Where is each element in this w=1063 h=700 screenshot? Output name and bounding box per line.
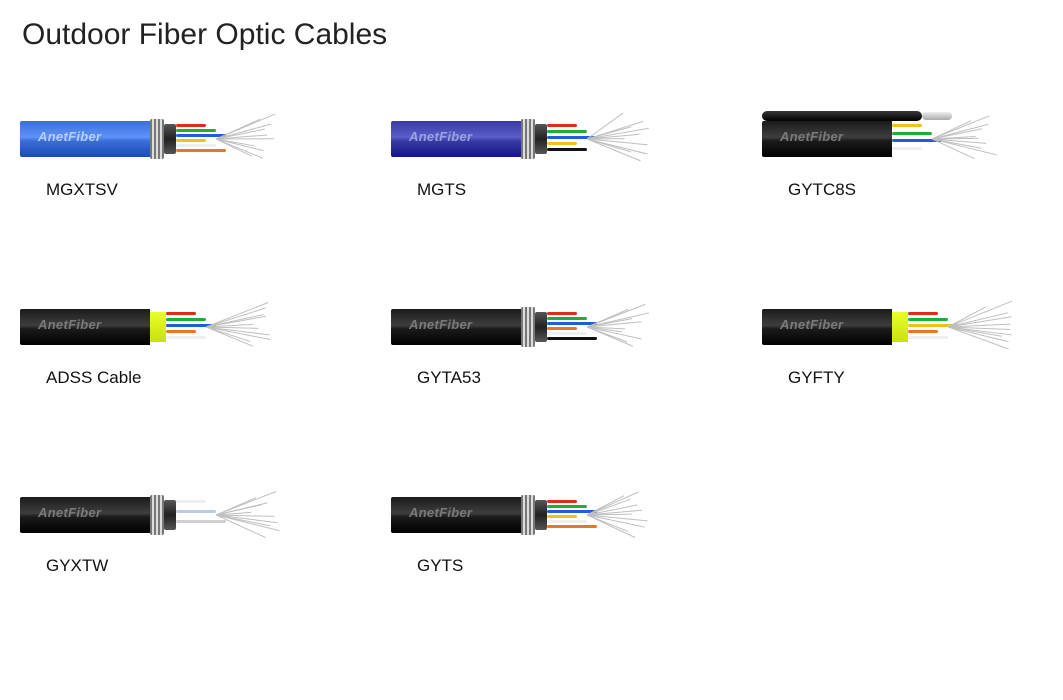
product-image: AnetFiber	[762, 107, 1022, 170]
product-image: AnetFiber	[20, 107, 280, 170]
product-card-gyxtw[interactable]: AnetFiber GYXTW	[20, 483, 301, 576]
product-label: MGTS	[417, 180, 672, 200]
product-card-mgxtsv[interactable]: AnetFiber MGXTSV	[20, 107, 301, 200]
product-label: GYTC8S	[788, 180, 1043, 200]
product-label: MGXTSV	[46, 180, 301, 200]
product-image: AnetFiber	[391, 483, 651, 546]
product-label: ADSS Cable	[46, 368, 301, 388]
product-image: AnetFiber	[20, 295, 280, 358]
product-card-adss[interactable]: AnetFiber ADSS Cable	[20, 295, 301, 388]
product-label: GYTS	[417, 556, 672, 576]
product-label: GYXTW	[46, 556, 301, 576]
product-card-gytc8s[interactable]: AnetFiber GYTC8S	[762, 107, 1043, 200]
product-label: GYTA53	[417, 368, 672, 388]
product-card-gyfty[interactable]: AnetFiber GYFTY	[762, 295, 1043, 388]
product-image: AnetFiber	[20, 483, 280, 546]
product-image: AnetFiber	[391, 107, 651, 170]
page-title: Outdoor Fiber Optic Cables	[22, 18, 1043, 52]
product-image: AnetFiber	[762, 295, 1022, 358]
product-label: GYFTY	[788, 368, 1043, 388]
product-card-gyta53[interactable]: AnetFiber GYTA53	[391, 295, 672, 388]
product-grid: AnetFiber MGXTSV AnetFiber MGTS AnetFiber GYT…	[20, 107, 1043, 576]
product-card-gyts[interactable]: AnetFiber GYTS	[391, 483, 672, 576]
product-image: AnetFiber	[391, 295, 651, 358]
product-card-mgts[interactable]: AnetFiber MGTS	[391, 107, 672, 200]
